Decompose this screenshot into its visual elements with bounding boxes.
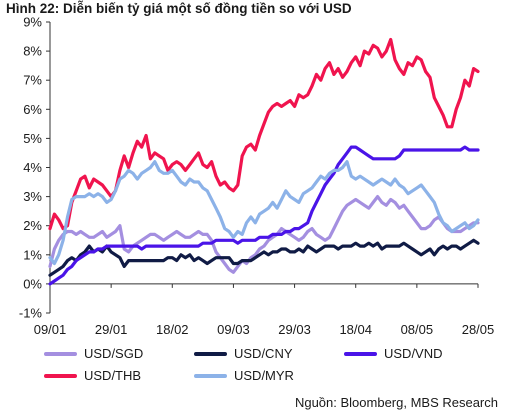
- x-axis-ticks: 09/01 29/01 18/02 09/03 29/03 18/04 08/05 28/05: [34, 283, 495, 337]
- figure-title: Hình 22: Diễn biến tỷ giá một số đồng ti…: [6, 1, 352, 16]
- legend-label: USD/SGD: [84, 346, 144, 361]
- legend-swatch: [194, 373, 227, 378]
- source-note: Nguồn: Bloomberg, MBS Research: [294, 395, 498, 410]
- legend-label: USD/VND: [384, 346, 443, 361]
- legend-item: USD/THB: [44, 368, 141, 383]
- y-tick-label: 0%: [23, 276, 42, 291]
- y-tick-label: 9%: [23, 15, 42, 30]
- y-tick-label: -1%: [19, 306, 43, 321]
- y-tick-label: 3%: [23, 189, 42, 204]
- y-tick-label: 4%: [23, 160, 42, 175]
- y-axis-ticks: -1% 0% 1% 2% 3% 4% 5% 6% 7% 8% 9%: [19, 15, 50, 321]
- legend-swatch: [44, 351, 77, 356]
- legend-item: USD/SGD: [44, 346, 143, 361]
- series-line-usd-sgd: [48, 195, 480, 274]
- legend-swatch: [344, 351, 377, 356]
- series-line-usd-myr: [48, 160, 480, 266]
- series-line-usd-thb: [48, 37, 480, 231]
- x-tick-label: 29/01: [95, 322, 128, 337]
- legend-item: USD/VND: [344, 346, 443, 361]
- x-tick-label: 09/01: [34, 322, 67, 337]
- series-line-usd-vnd: [48, 145, 480, 286]
- x-tick-label: 09/03: [217, 322, 250, 337]
- y-tick-label: 7%: [23, 73, 42, 88]
- x-tick-label: 29/03: [278, 322, 311, 337]
- y-tick-label: 2%: [23, 218, 42, 233]
- y-tick-label: 5%: [23, 131, 42, 146]
- legend-label: USD/THB: [84, 368, 142, 383]
- chart-legend: USD/SGD USD/CNY USD/VND USD/THB USD/MYR: [44, 346, 514, 392]
- y-tick-label: 1%: [23, 247, 42, 262]
- x-tick-label: 08/05: [401, 322, 434, 337]
- legend-swatch: [44, 373, 77, 378]
- y-tick-label: 6%: [23, 102, 42, 117]
- y-tick-label: 8%: [23, 44, 42, 59]
- x-tick-label: 18/02: [156, 322, 189, 337]
- legend-item: USD/MYR: [194, 368, 294, 383]
- x-tick-label: 28/05: [462, 322, 495, 337]
- legend-label: USD/MYR: [234, 368, 294, 383]
- legend-item: USD/CNY: [194, 346, 293, 361]
- chart-series-lines: [48, 37, 480, 286]
- legend-swatch: [194, 351, 227, 356]
- series-line-usd-cny: [48, 238, 480, 277]
- x-tick-label: 18/04: [339, 322, 372, 337]
- legend-label: USD/CNY: [234, 346, 293, 361]
